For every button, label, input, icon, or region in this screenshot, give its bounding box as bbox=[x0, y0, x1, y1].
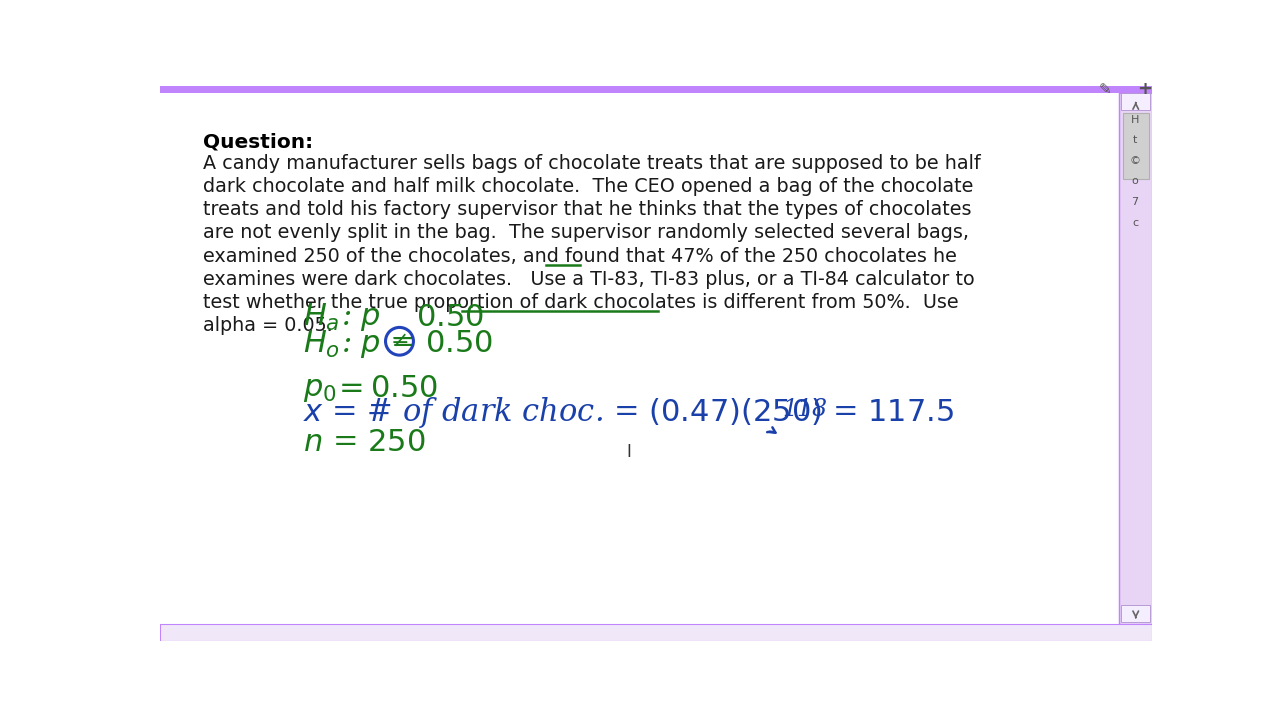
Text: $0.50$: $0.50$ bbox=[416, 302, 484, 333]
Text: $= 0.50$: $= 0.50$ bbox=[333, 373, 438, 404]
Text: $x$ = # of dark choc. = $(0.47)(250)$ = $117.5$: $x$ = # of dark choc. = $(0.47)(250)$ = … bbox=[303, 395, 955, 430]
Bar bbox=[1103, 624, 1120, 641]
Bar bbox=[1121, 93, 1151, 109]
Text: $n$ = $250$: $n$ = $250$ bbox=[303, 426, 426, 457]
Bar bbox=[1121, 606, 1151, 622]
Bar bbox=[1120, 86, 1152, 93]
Text: ✎: ✎ bbox=[1100, 82, 1112, 97]
Bar bbox=[160, 624, 1152, 641]
Text: treats and told his factory supervisor that he thinks that the types of chocolat: treats and told his factory supervisor t… bbox=[202, 200, 972, 220]
Text: +: + bbox=[1137, 81, 1152, 99]
Text: : $p$: : $p$ bbox=[340, 302, 380, 333]
Text: $p_0$: $p_0$ bbox=[303, 373, 337, 404]
Text: ©: © bbox=[1129, 156, 1140, 166]
Text: alpha = 0.05.: alpha = 0.05. bbox=[202, 316, 333, 335]
Text: are not evenly split in the bag.  The supervisor randomly selected several bags,: are not evenly split in the bag. The sup… bbox=[202, 223, 969, 243]
Text: $H_o$: $H_o$ bbox=[303, 328, 340, 360]
Text: o: o bbox=[1132, 176, 1138, 186]
Text: 118: 118 bbox=[782, 397, 827, 420]
Bar bbox=[1123, 113, 1149, 179]
Bar bbox=[160, 624, 175, 641]
Text: I: I bbox=[626, 444, 631, 462]
Text: examines were dark chocolates.   Use a TI-83, TI-83 plus, or a TI-84 calculator : examines were dark chocolates. Use a TI-… bbox=[202, 270, 974, 289]
Text: : $p$ = $0.50$: : $p$ = $0.50$ bbox=[340, 328, 493, 360]
Text: Question:: Question: bbox=[202, 132, 312, 152]
Bar bbox=[160, 86, 1152, 93]
Text: H: H bbox=[1130, 114, 1139, 125]
Text: A candy manufacturer sells bags of chocolate treats that are supposed to be half: A candy manufacturer sells bags of choco… bbox=[202, 154, 980, 173]
Bar bbox=[160, 624, 1120, 641]
Bar bbox=[1120, 93, 1152, 624]
Text: examined 250 of the chocolates, and found that 47% of the 250 chocolates he: examined 250 of the chocolates, and foun… bbox=[202, 246, 956, 266]
Text: $H_a$: $H_a$ bbox=[303, 302, 340, 333]
Text: 7: 7 bbox=[1132, 197, 1138, 207]
Text: t: t bbox=[1133, 135, 1137, 145]
Text: ≠: ≠ bbox=[390, 330, 408, 351]
Text: c: c bbox=[1132, 217, 1138, 228]
Text: ◄: ◄ bbox=[164, 627, 172, 637]
Text: test whether the true proportion of dark chocolates is different from 50%.  Use: test whether the true proportion of dark… bbox=[202, 293, 959, 312]
Text: dark chocolate and half milk chocolate.  The CEO opened a bag of the chocolate: dark chocolate and half milk chocolate. … bbox=[202, 177, 973, 197]
Text: ►: ► bbox=[1108, 627, 1115, 637]
